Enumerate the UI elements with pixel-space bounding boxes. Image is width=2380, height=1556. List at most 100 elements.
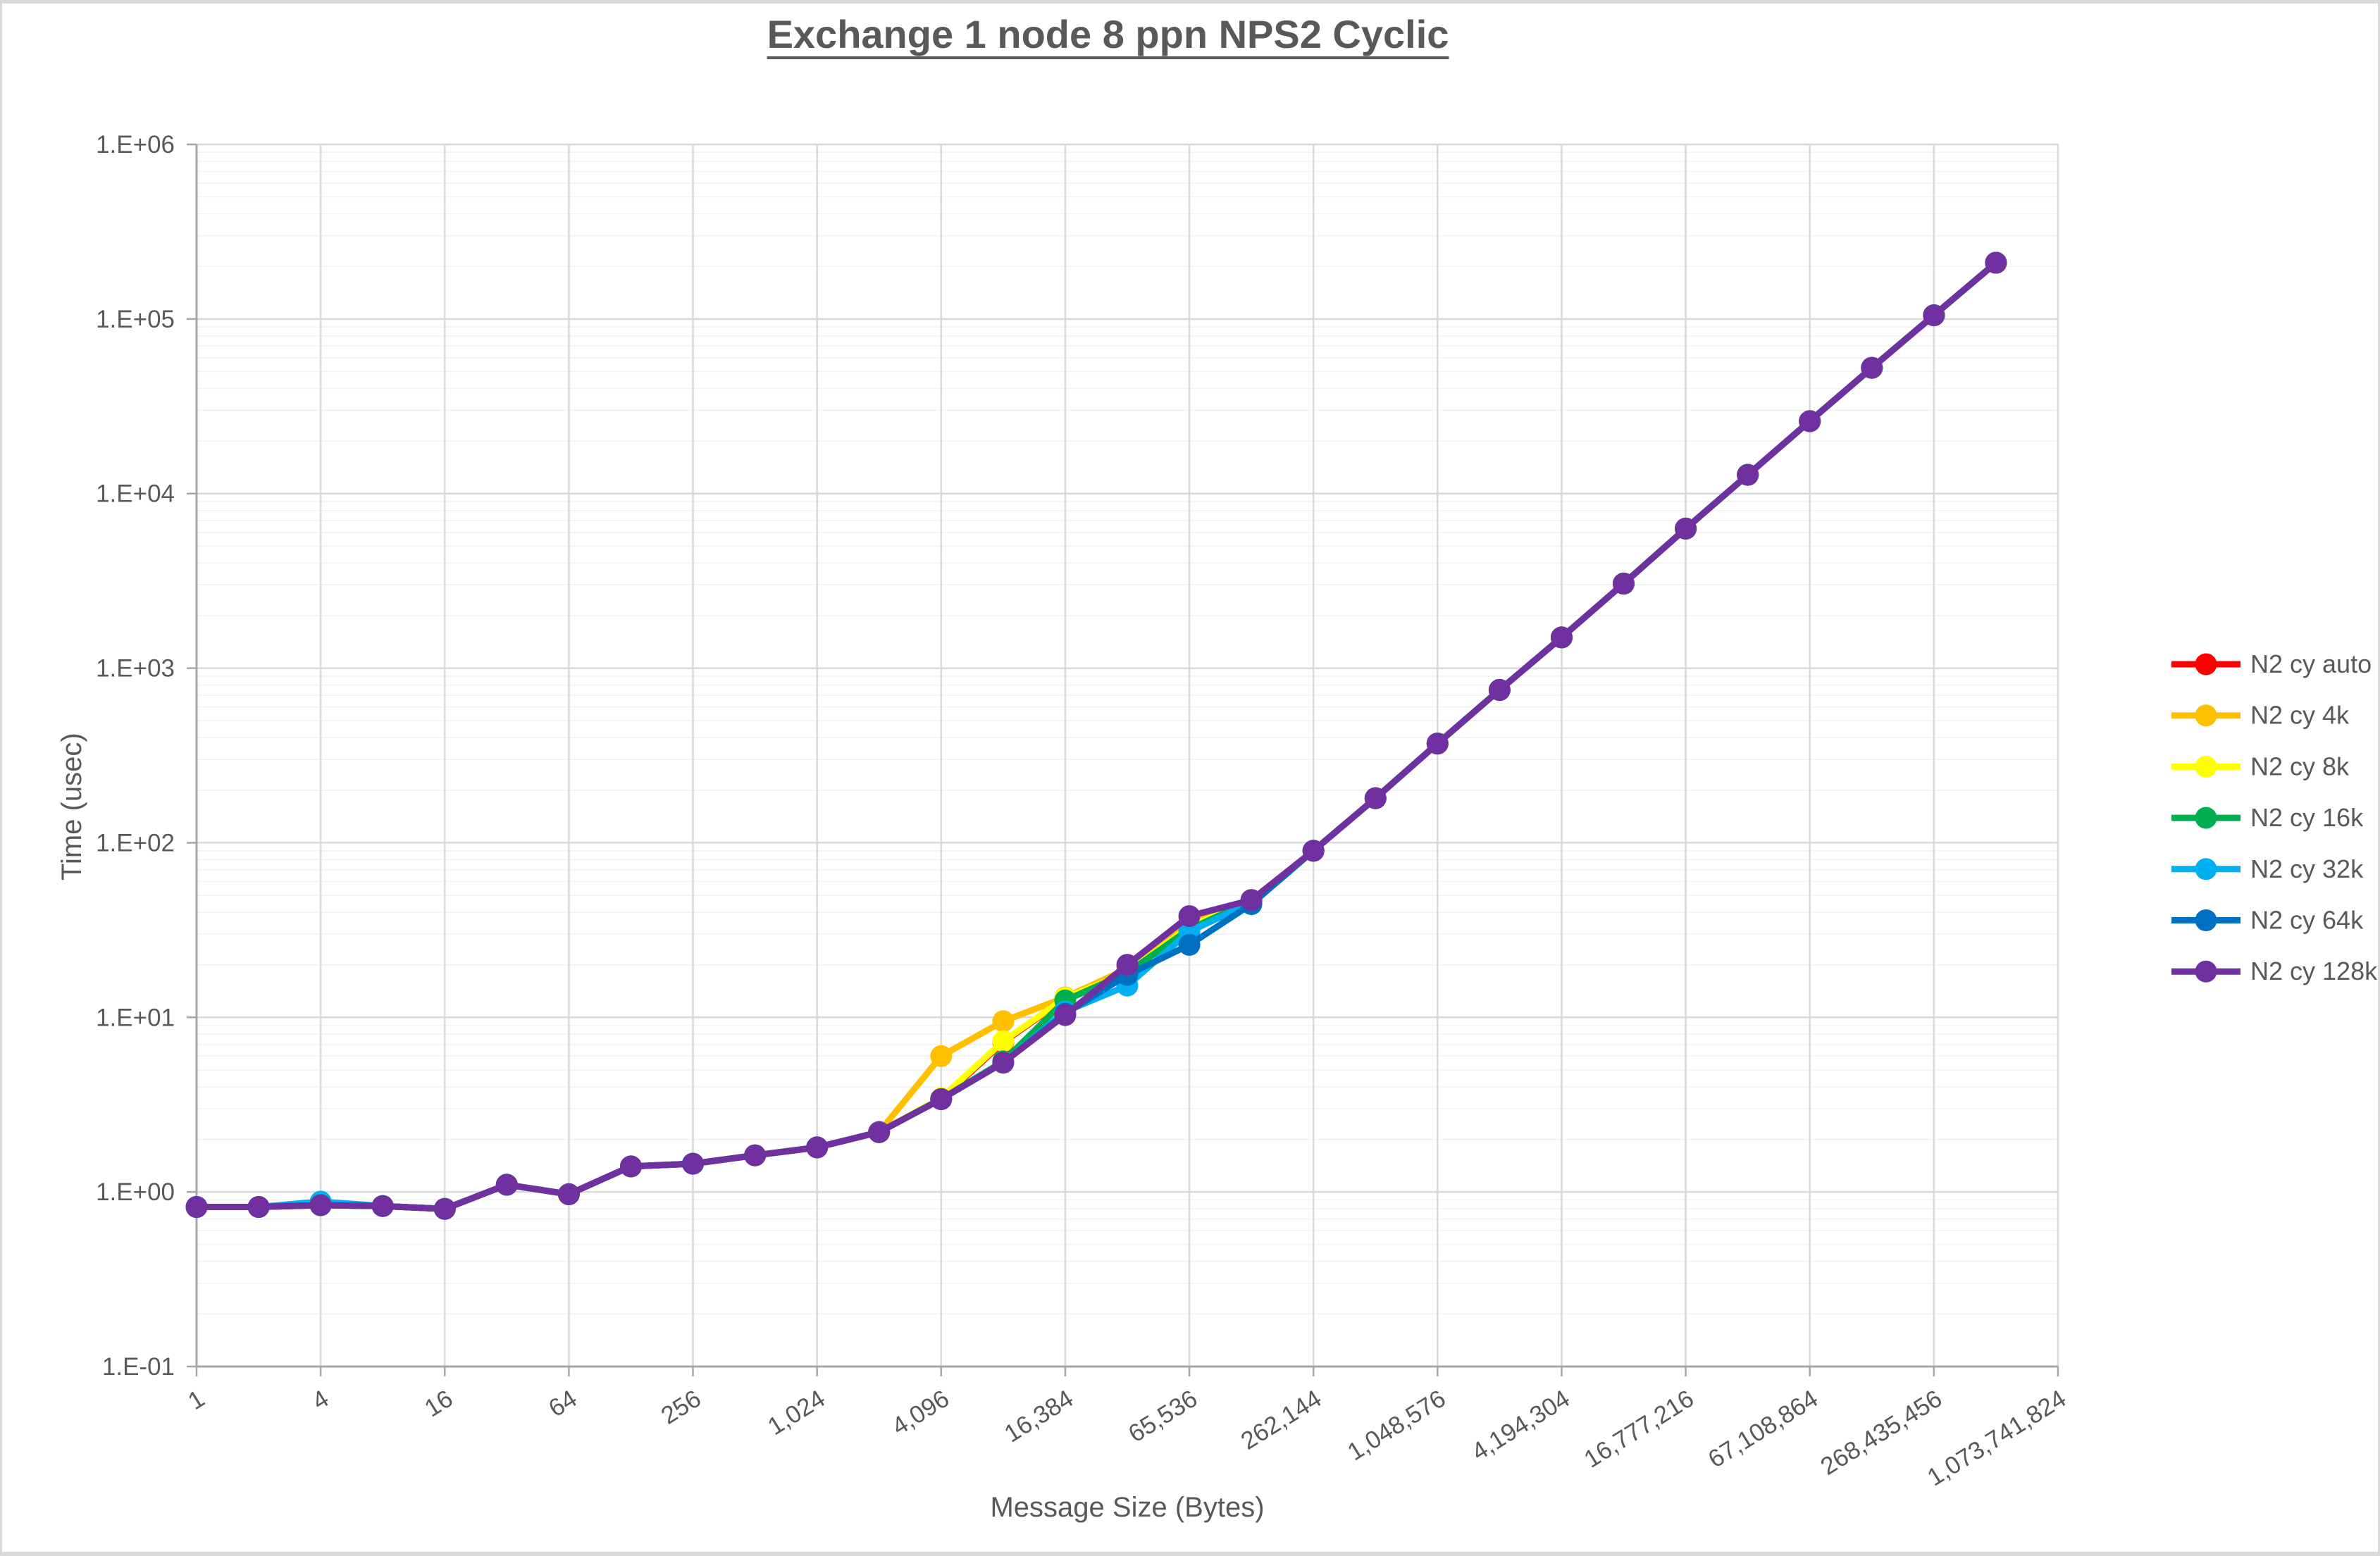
y-tick-label: 1.E+02	[96, 829, 175, 857]
legend-marker-dot-n2-cy-8k	[2195, 755, 2217, 778]
data-point-n2-cy-128k	[495, 1174, 518, 1196]
data-point-n2-cy-128k	[806, 1136, 829, 1159]
data-point-n2-cy-128k	[868, 1121, 891, 1143]
y-tick-label: 1.E-01	[102, 1353, 175, 1381]
x-tick-label: 256	[657, 1385, 706, 1430]
data-point-n2-cy-128k	[1675, 517, 1697, 540]
right-edge-strip	[2378, 0, 2380, 1556]
x-tick-label: 64	[544, 1385, 582, 1423]
series-line-n2-cy-64k	[193, 259, 2000, 1212]
axes	[187, 143, 2059, 1376]
x-tick-label: 65,536	[1124, 1385, 1202, 1448]
series-line-n2-cy-8k	[193, 259, 2000, 1212]
legend-item-n2-cy-32k: N2 cy 32k	[2171, 854, 2364, 883]
legend-marker-dot-n2-cy-auto	[2195, 653, 2217, 676]
data-point-n2-cy-128k	[1923, 304, 1945, 327]
gridlines	[195, 143, 2059, 1368]
y-tick-label: 1.E+05	[96, 306, 175, 333]
series-n2-cy-128k	[185, 251, 2007, 1220]
data-point-n2-cy-128k	[371, 1195, 394, 1217]
data-point-n2-cy-4k	[930, 1045, 953, 1067]
series-line-n2-cy-32k	[193, 259, 2000, 1212]
series-line-n2-cy-128k	[193, 259, 2000, 1212]
legend-marker-dot-n2-cy-16k	[2195, 807, 2217, 829]
series-line-n2-cy-auto	[193, 259, 2000, 1212]
data-point-n2-cy-128k	[1799, 410, 1821, 432]
x-tick-labels: 1 4 16 64 256 1,024 4,096 16,384 65,536 262,144 1,…	[183, 1385, 2071, 1492]
y-tick-label: 1.E+03	[96, 655, 175, 683]
data-point-n2-cy-128k	[1861, 356, 1883, 379]
x-tick-label: 262,144	[1236, 1385, 1326, 1455]
legend-item-n2-cy-4k: N2 cy 4k	[2171, 701, 2350, 730]
legend-label-n2-cy-128k: N2 cy 128k	[2250, 957, 2378, 985]
data-point-n2-cy-128k	[682, 1152, 704, 1175]
data-point-n2-cy-128k	[1737, 463, 1759, 486]
data-point-n2-cy-128k	[1178, 905, 1201, 928]
legend-marker-dot-n2-cy-32k	[2195, 858, 2217, 880]
data-point-n2-cy-128k	[433, 1197, 456, 1220]
data-point-n2-cy-8k	[992, 1030, 1015, 1052]
data-point-n2-cy-128k	[1551, 626, 1573, 649]
x-tick-label: 4,194,304	[1467, 1385, 1575, 1467]
series-n2-cy-4k	[185, 251, 2007, 1220]
legend-label-n2-cy-16k: N2 cy 16k	[2250, 803, 2364, 832]
data-point-n2-cy-128k	[1116, 954, 1139, 976]
legend-item-n2-cy-auto: N2 cy auto	[2171, 649, 2372, 678]
data-point-n2-cy-128k	[744, 1144, 767, 1166]
data-point-n2-cy-64k	[1178, 933, 1201, 956]
legend-item-n2-cy-64k: N2 cy 64k	[2171, 906, 2364, 935]
legend-label-n2-cy-32k: N2 cy 32k	[2250, 854, 2364, 883]
legend-label-n2-cy-8k: N2 cy 8k	[2250, 752, 2350, 780]
data-point-n2-cy-128k	[1985, 251, 2007, 274]
legend-label-n2-cy-64k: N2 cy 64k	[2250, 906, 2364, 935]
series-n2-cy-32k	[185, 251, 2007, 1220]
data-point-n2-cy-128k	[1054, 1004, 1077, 1026]
data-point-n2-cy-4k	[992, 1010, 1015, 1033]
series-n2-cy-16k	[185, 251, 2007, 1220]
x-tick-label: 1	[183, 1385, 209, 1415]
x-tick-label: 1,073,741,824	[1923, 1385, 2071, 1492]
series-line-n2-cy-4k	[193, 259, 2000, 1212]
data-point-n2-cy-128k	[557, 1183, 580, 1205]
x-tick-label: 16	[420, 1385, 458, 1423]
chart-title: Exchange 1 node 8 ppn NPS2 Cyclic	[767, 12, 1449, 56]
data-point-n2-cy-128k	[930, 1088, 953, 1110]
series-n2-cy-auto	[185, 251, 2007, 1220]
series-n2-cy-8k	[185, 251, 2007, 1220]
legend-item-n2-cy-128k: N2 cy 128k	[2171, 957, 2378, 985]
data-point-n2-cy-128k	[1240, 889, 1263, 911]
legend-label-n2-cy-auto: N2 cy auto	[2250, 649, 2372, 678]
data-point-n2-cy-128k	[309, 1194, 332, 1216]
bottom-edge-strip	[0, 1552, 2380, 1556]
x-tick-label: 4	[307, 1385, 333, 1415]
y-tick-label: 1.E+00	[96, 1178, 175, 1206]
data-point-n2-cy-128k	[1302, 840, 1325, 862]
legend-item-n2-cy-16k: N2 cy 16k	[2171, 803, 2364, 832]
x-axis-title: Message Size (Bytes)	[990, 1492, 1265, 1523]
data-point-n2-cy-128k	[992, 1052, 1015, 1074]
x-tick-label: 16,384	[1000, 1385, 1078, 1448]
series-plot	[185, 251, 2007, 1220]
series-line-n2-cy-16k	[193, 259, 2000, 1212]
series-n2-cy-64k	[185, 251, 2007, 1220]
legend: N2 cy auto N2 cy 4k N2 cy 8k N2 cy 16k N2 cy…	[2171, 649, 2378, 985]
x-tick-label: 4,096	[887, 1385, 954, 1440]
x-tick-label: 1,048,576	[1343, 1385, 1451, 1467]
y-tick-label: 1.E+01	[96, 1004, 175, 1031]
x-tick-label: 1,024	[763, 1385, 830, 1440]
legend-marker-dot-n2-cy-128k	[2195, 960, 2217, 983]
y-tick-label: 1.E+06	[96, 131, 175, 158]
legend-item-n2-cy-8k: N2 cy 8k	[2171, 752, 2350, 780]
top-edge-strip	[0, 0, 2380, 4]
data-point-n2-cy-128k	[1613, 573, 1635, 595]
x-tick-label: 16,777,216	[1580, 1385, 1699, 1474]
data-point-n2-cy-128k	[185, 1196, 208, 1218]
legend-marker-dot-n2-cy-64k	[2195, 909, 2217, 931]
legend-marker-dot-n2-cy-4k	[2195, 704, 2217, 727]
data-point-n2-cy-128k	[247, 1196, 270, 1218]
left-edge-strip	[0, 0, 2, 1556]
data-point-n2-cy-128k	[1364, 787, 1387, 809]
data-point-n2-cy-128k	[620, 1155, 642, 1178]
